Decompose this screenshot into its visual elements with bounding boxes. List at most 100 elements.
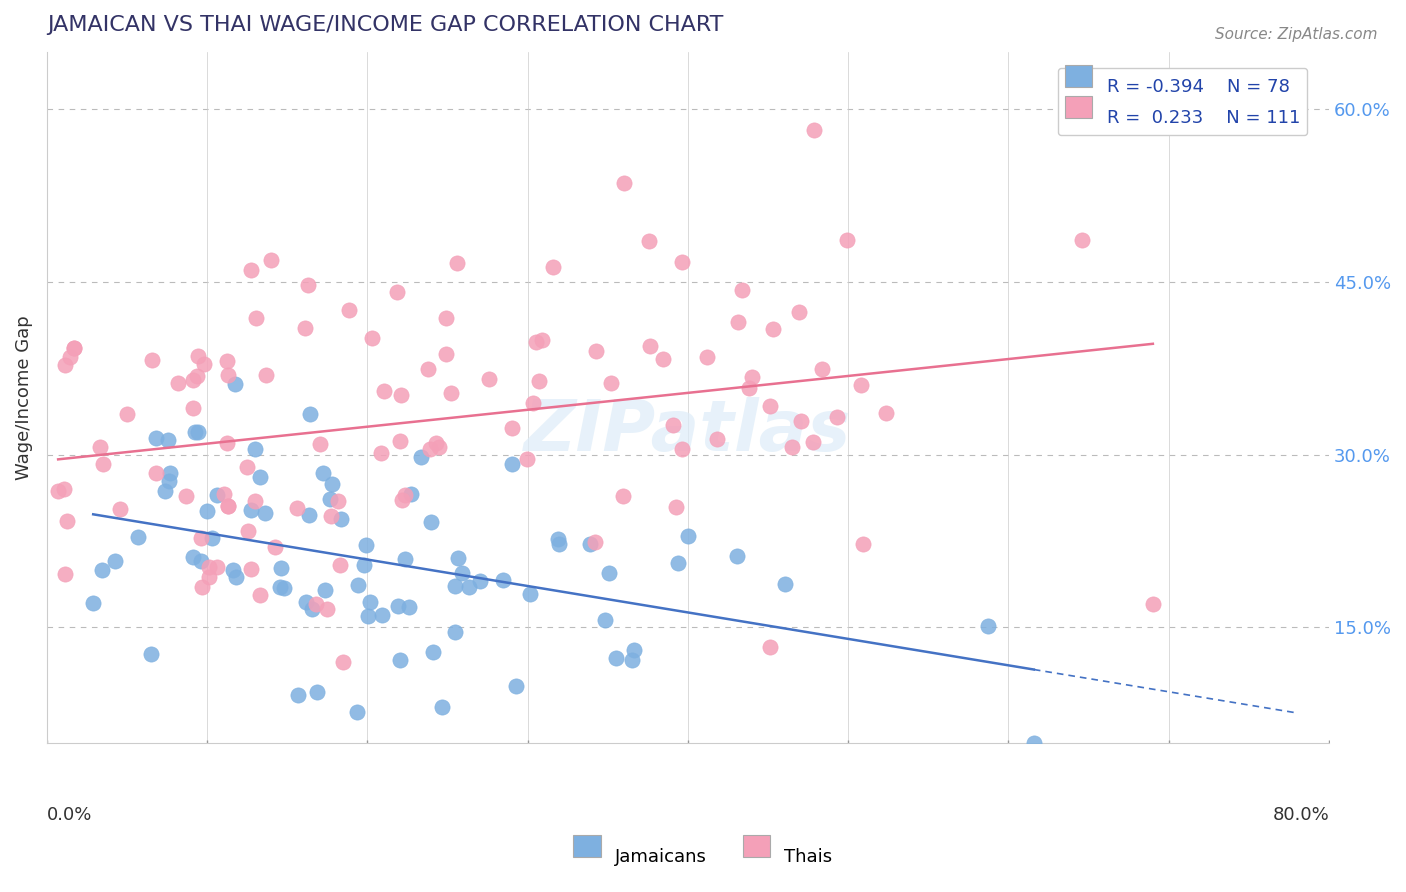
Point [388,434,411,449]
Point [115,407,138,421]
Point [547,537,569,551]
Point [354,537,377,551]
Text: JAMAICAN VS THAI WAGE/INCOME GAP CORRELATION CHART: JAMAICAN VS THAI WAGE/INCOME GAP CORRELA… [46,15,723,35]
Point [837,233,859,247]
Point [309,437,332,451]
Point [91,458,114,472]
Point [298,508,321,522]
Point [319,508,342,523]
Point [547,532,569,546]
Point [174,489,197,503]
Point [810,362,832,376]
Point [444,624,467,639]
Point [187,349,209,363]
Point [63,341,86,355]
Point [240,561,263,575]
Point [157,433,180,447]
Point [270,561,292,575]
Point [773,577,796,591]
Point [328,493,350,508]
Point [671,254,693,268]
Point [1142,597,1164,611]
Point [167,376,190,391]
Point [516,452,538,467]
Point [249,588,271,602]
Point [190,531,212,545]
Point [82,596,104,610]
Point [652,352,675,367]
Point [254,368,277,382]
Point [373,384,395,399]
Point [294,320,316,334]
Point [738,381,761,395]
Point [295,595,318,609]
Point [108,502,131,516]
Point [63,341,86,355]
Point [153,484,176,499]
Point [370,446,392,460]
Point [444,579,467,593]
Point [662,418,685,433]
Point [440,385,463,400]
Point [430,700,453,714]
Point [311,467,333,481]
Point [447,551,470,566]
Point [59,351,82,365]
Legend: R = -0.394    N = 78, R =  0.233    N = 111: R = -0.394 N = 78, R = 0.233 N = 111 [1057,68,1308,136]
Point [419,515,441,529]
Point [273,582,295,596]
Point [264,541,287,555]
Text: ZIPatlas: ZIPatlas [524,397,852,467]
Point [522,396,544,410]
Point [446,256,468,270]
Point [305,597,328,611]
Point [239,263,262,277]
Point [621,653,644,667]
Point [585,344,607,359]
Point [217,500,239,514]
Point [852,536,875,550]
Point [360,331,382,345]
Point [222,563,245,577]
Point [371,607,394,622]
Point [605,650,627,665]
Point [239,503,262,517]
Point [759,640,782,655]
Point [215,435,238,450]
Point [671,442,693,456]
Point [385,285,408,299]
Point [224,376,246,391]
Point [181,401,204,416]
Point [141,352,163,367]
Text: Source: ZipAtlas.com: Source: ZipAtlas.com [1215,27,1378,42]
Point [190,554,212,568]
Point [198,559,221,574]
Point [260,253,283,268]
Point [285,501,308,516]
Point [665,500,688,514]
Text: 0.0%: 0.0% [46,805,93,824]
Point [790,414,813,428]
Point [212,487,235,501]
Point [157,474,180,488]
Point [359,595,381,609]
Point [425,436,447,450]
Point [419,442,441,457]
Point [731,283,754,297]
Text: 80.0%: 80.0% [1272,805,1329,824]
Point [391,492,413,507]
Point [529,374,551,388]
Point [477,372,499,386]
Point [201,531,224,545]
Point [245,310,267,325]
Point [787,305,810,319]
Point [598,566,620,580]
Point [104,554,127,568]
Point [89,441,111,455]
Point [249,470,271,484]
Point [977,619,1000,633]
Point [595,613,617,627]
Point [301,602,323,616]
Point [329,558,352,572]
Point [287,688,309,702]
